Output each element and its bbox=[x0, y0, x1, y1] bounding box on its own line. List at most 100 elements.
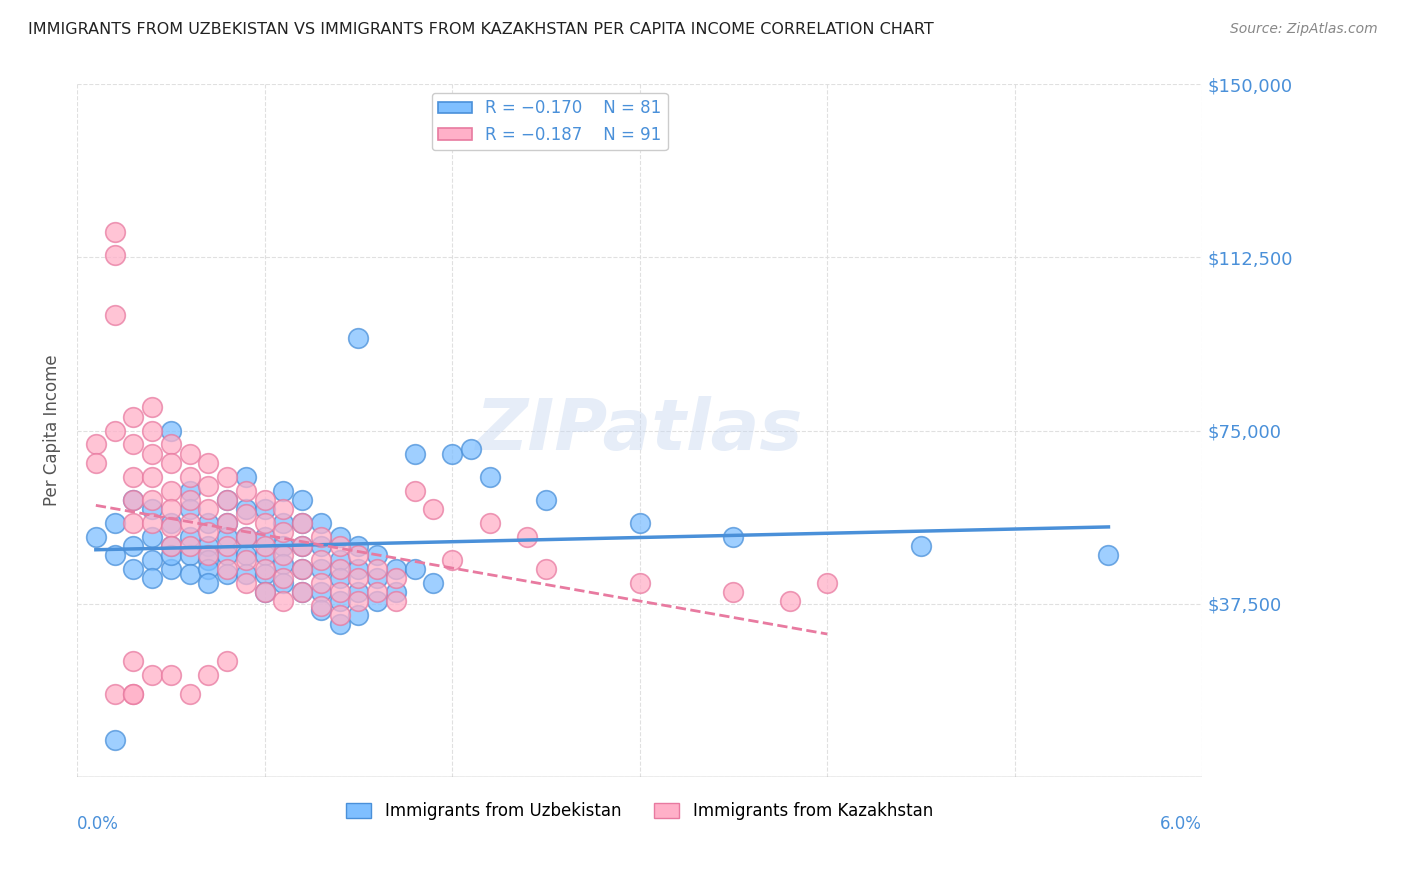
Legend: Immigrants from Uzbekistan, Immigrants from Kazakhstan: Immigrants from Uzbekistan, Immigrants f… bbox=[340, 796, 939, 827]
Point bbox=[141, 668, 163, 682]
Point bbox=[104, 516, 127, 530]
Point bbox=[723, 585, 745, 599]
Point bbox=[273, 571, 295, 585]
Point bbox=[253, 516, 276, 530]
Point bbox=[291, 539, 314, 553]
Point bbox=[84, 437, 107, 451]
Point bbox=[160, 483, 183, 498]
Point bbox=[160, 516, 183, 530]
Point bbox=[329, 617, 352, 632]
Point bbox=[217, 548, 239, 562]
Point bbox=[385, 571, 408, 585]
Point bbox=[235, 566, 257, 581]
Point bbox=[253, 530, 276, 544]
Point bbox=[122, 492, 145, 507]
Point bbox=[441, 447, 464, 461]
Point bbox=[329, 562, 352, 576]
Point bbox=[122, 516, 145, 530]
Point bbox=[122, 562, 145, 576]
Point bbox=[253, 562, 276, 576]
Point bbox=[723, 530, 745, 544]
Point bbox=[366, 585, 388, 599]
Point bbox=[273, 594, 295, 608]
Point bbox=[309, 599, 332, 613]
Point bbox=[329, 594, 352, 608]
Point bbox=[179, 447, 201, 461]
Point bbox=[309, 603, 332, 617]
Point bbox=[122, 409, 145, 424]
Point bbox=[122, 687, 145, 701]
Point bbox=[141, 530, 163, 544]
Point bbox=[404, 447, 426, 461]
Point bbox=[366, 548, 388, 562]
Point bbox=[197, 668, 219, 682]
Point bbox=[179, 483, 201, 498]
Point bbox=[329, 608, 352, 623]
Point bbox=[366, 594, 388, 608]
Point bbox=[217, 492, 239, 507]
Point bbox=[160, 456, 183, 470]
Point bbox=[291, 585, 314, 599]
Point bbox=[141, 553, 163, 567]
Point bbox=[217, 530, 239, 544]
Y-axis label: Per Capita Income: Per Capita Income bbox=[44, 355, 60, 507]
Point bbox=[160, 520, 183, 534]
Point bbox=[160, 502, 183, 516]
Point bbox=[347, 562, 370, 576]
Point bbox=[291, 492, 314, 507]
Point bbox=[197, 548, 219, 562]
Point bbox=[141, 516, 163, 530]
Point bbox=[197, 575, 219, 590]
Point bbox=[404, 562, 426, 576]
Point bbox=[534, 562, 557, 576]
Point bbox=[179, 548, 201, 562]
Point bbox=[160, 562, 183, 576]
Point bbox=[273, 575, 295, 590]
Point bbox=[235, 502, 257, 516]
Point bbox=[84, 530, 107, 544]
Point bbox=[141, 447, 163, 461]
Point bbox=[422, 502, 444, 516]
Point bbox=[160, 539, 183, 553]
Point bbox=[235, 469, 257, 483]
Point bbox=[779, 594, 801, 608]
Point bbox=[404, 483, 426, 498]
Point bbox=[197, 456, 219, 470]
Point bbox=[291, 562, 314, 576]
Point bbox=[347, 571, 370, 585]
Point bbox=[815, 575, 838, 590]
Point bbox=[253, 585, 276, 599]
Point bbox=[347, 539, 370, 553]
Point bbox=[122, 654, 145, 668]
Point bbox=[291, 585, 314, 599]
Point bbox=[217, 562, 239, 576]
Point bbox=[160, 539, 183, 553]
Point bbox=[273, 524, 295, 539]
Point bbox=[104, 548, 127, 562]
Point bbox=[122, 539, 145, 553]
Point bbox=[141, 401, 163, 415]
Point bbox=[273, 539, 295, 553]
Point bbox=[385, 562, 408, 576]
Point bbox=[104, 308, 127, 322]
Point bbox=[141, 469, 163, 483]
Point bbox=[273, 516, 295, 530]
Point bbox=[160, 437, 183, 451]
Point bbox=[253, 539, 276, 553]
Point bbox=[217, 516, 239, 530]
Point bbox=[197, 516, 219, 530]
Text: ZIPatlas: ZIPatlas bbox=[477, 396, 803, 465]
Point bbox=[235, 530, 257, 544]
Point bbox=[309, 539, 332, 553]
Point bbox=[273, 548, 295, 562]
Point bbox=[160, 668, 183, 682]
Point bbox=[385, 594, 408, 608]
Point bbox=[1097, 548, 1119, 562]
Point bbox=[122, 469, 145, 483]
Point bbox=[273, 483, 295, 498]
Point bbox=[366, 571, 388, 585]
Point bbox=[235, 548, 257, 562]
Point bbox=[628, 516, 651, 530]
Point bbox=[160, 548, 183, 562]
Text: IMMIGRANTS FROM UZBEKISTAN VS IMMIGRANTS FROM KAZAKHSTAN PER CAPITA INCOME CORRE: IMMIGRANTS FROM UZBEKISTAN VS IMMIGRANTS… bbox=[28, 22, 934, 37]
